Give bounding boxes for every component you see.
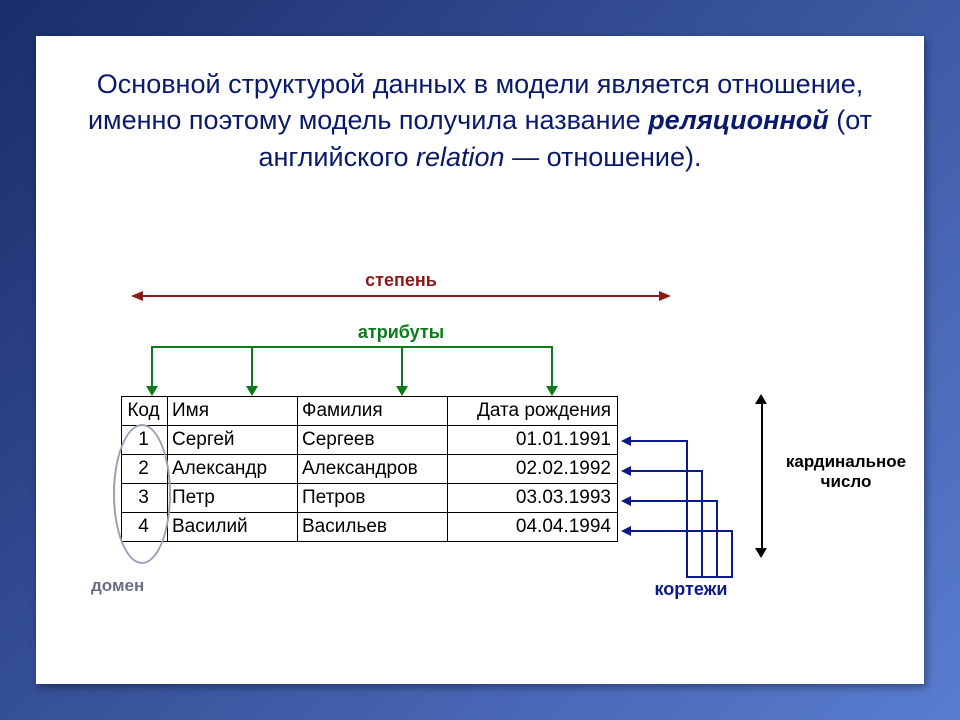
tuple-arrow-left-icon bbox=[621, 526, 631, 536]
table-cell: Васильев bbox=[298, 513, 448, 542]
slide: Основной структурой данных в модели явля… bbox=[36, 36, 924, 684]
tuple-arrow-vline bbox=[731, 530, 733, 576]
table-row: 1СергейСергеев01.01.1991 bbox=[122, 426, 618, 455]
table-header-cell: Код bbox=[122, 397, 168, 426]
attribute-arrow-down-icon bbox=[246, 386, 258, 396]
cardinal-arrow-line bbox=[761, 404, 763, 548]
tuple-arrow-baseline bbox=[686, 576, 733, 578]
table-cell: 02.02.1992 bbox=[448, 455, 618, 484]
attribute-arrow-line bbox=[551, 346, 553, 386]
tuple-arrow-left-icon bbox=[621, 436, 631, 446]
table-body: 1СергейСергеев01.01.19912АлександрАлекса… bbox=[122, 426, 618, 542]
attribute-arrow-down-icon bbox=[396, 386, 408, 396]
table-cell: 01.01.1991 bbox=[448, 426, 618, 455]
domain-label: домен bbox=[91, 576, 144, 596]
attribute-arrow-down-icon bbox=[146, 386, 158, 396]
table-cell: Александров bbox=[298, 455, 448, 484]
attribute-arrow-line bbox=[251, 346, 253, 386]
cardinal-label: кардинальное число bbox=[776, 452, 916, 493]
table-cell: Александр bbox=[168, 455, 298, 484]
tuple-arrow-vline bbox=[701, 470, 703, 576]
table-row: 2АлександрАлександров02.02.1992 bbox=[122, 455, 618, 484]
table-header-cell: Дата рождения bbox=[448, 397, 618, 426]
table-cell: Петров bbox=[298, 484, 448, 513]
table-header-cell: Имя bbox=[168, 397, 298, 426]
table-row: 4ВасилийВасильев04.04.1994 bbox=[122, 513, 618, 542]
attribute-arrow-down-icon bbox=[546, 386, 558, 396]
cardinal-arrow-up-icon bbox=[755, 394, 767, 404]
degree-label: степень bbox=[121, 270, 681, 291]
table-header-cell: Фамилия bbox=[298, 397, 448, 426]
degree-arrow bbox=[131, 290, 671, 302]
tuple-arrow-left-icon bbox=[621, 496, 631, 506]
title-post: — отношение). bbox=[505, 142, 702, 172]
cardinal-label-line1: кардинальное bbox=[786, 452, 906, 471]
table-row: 3ПетрПетров03.03.1993 bbox=[122, 484, 618, 513]
relation-table: КодИмяФамилияДата рождения 1СергейСергее… bbox=[121, 396, 618, 542]
title-paragraph: Основной структурой данных в модели явля… bbox=[76, 66, 884, 175]
cardinal-label-line2: число bbox=[821, 472, 872, 491]
title-emph: реляционной bbox=[648, 105, 829, 135]
table-cell: 04.04.1994 bbox=[448, 513, 618, 542]
relation-diagram: степень атрибуты КодИмяФамилияДата рожде… bbox=[121, 276, 841, 676]
attribute-arrow-line bbox=[151, 346, 153, 386]
table-header-row: КодИмяФамилияДата рождения bbox=[122, 397, 618, 426]
tuple-arrow-vline bbox=[716, 500, 718, 576]
tuple-arrow-line bbox=[629, 440, 686, 442]
tuple-arrow-line bbox=[629, 530, 731, 532]
tuple-arrow-line bbox=[629, 470, 701, 472]
cardinal-arrow-down-icon bbox=[755, 548, 767, 558]
table-cell: Сергеев bbox=[298, 426, 448, 455]
tuple-arrow-line bbox=[629, 500, 716, 502]
table-cell: Петр bbox=[168, 484, 298, 513]
tuple-arrow-vline bbox=[686, 440, 688, 576]
attributes-trunk bbox=[151, 346, 551, 348]
table-cell: Сергей bbox=[168, 426, 298, 455]
title-relation: relation bbox=[416, 142, 505, 172]
tuples-label: кортежи bbox=[621, 579, 761, 600]
attributes-label: атрибуты bbox=[121, 322, 681, 343]
table-cell: 03.03.1993 bbox=[448, 484, 618, 513]
attribute-arrow-line bbox=[401, 346, 403, 386]
tuple-arrow-left-icon bbox=[621, 466, 631, 476]
table-cell: Василий bbox=[168, 513, 298, 542]
domain-ellipse bbox=[113, 424, 171, 564]
